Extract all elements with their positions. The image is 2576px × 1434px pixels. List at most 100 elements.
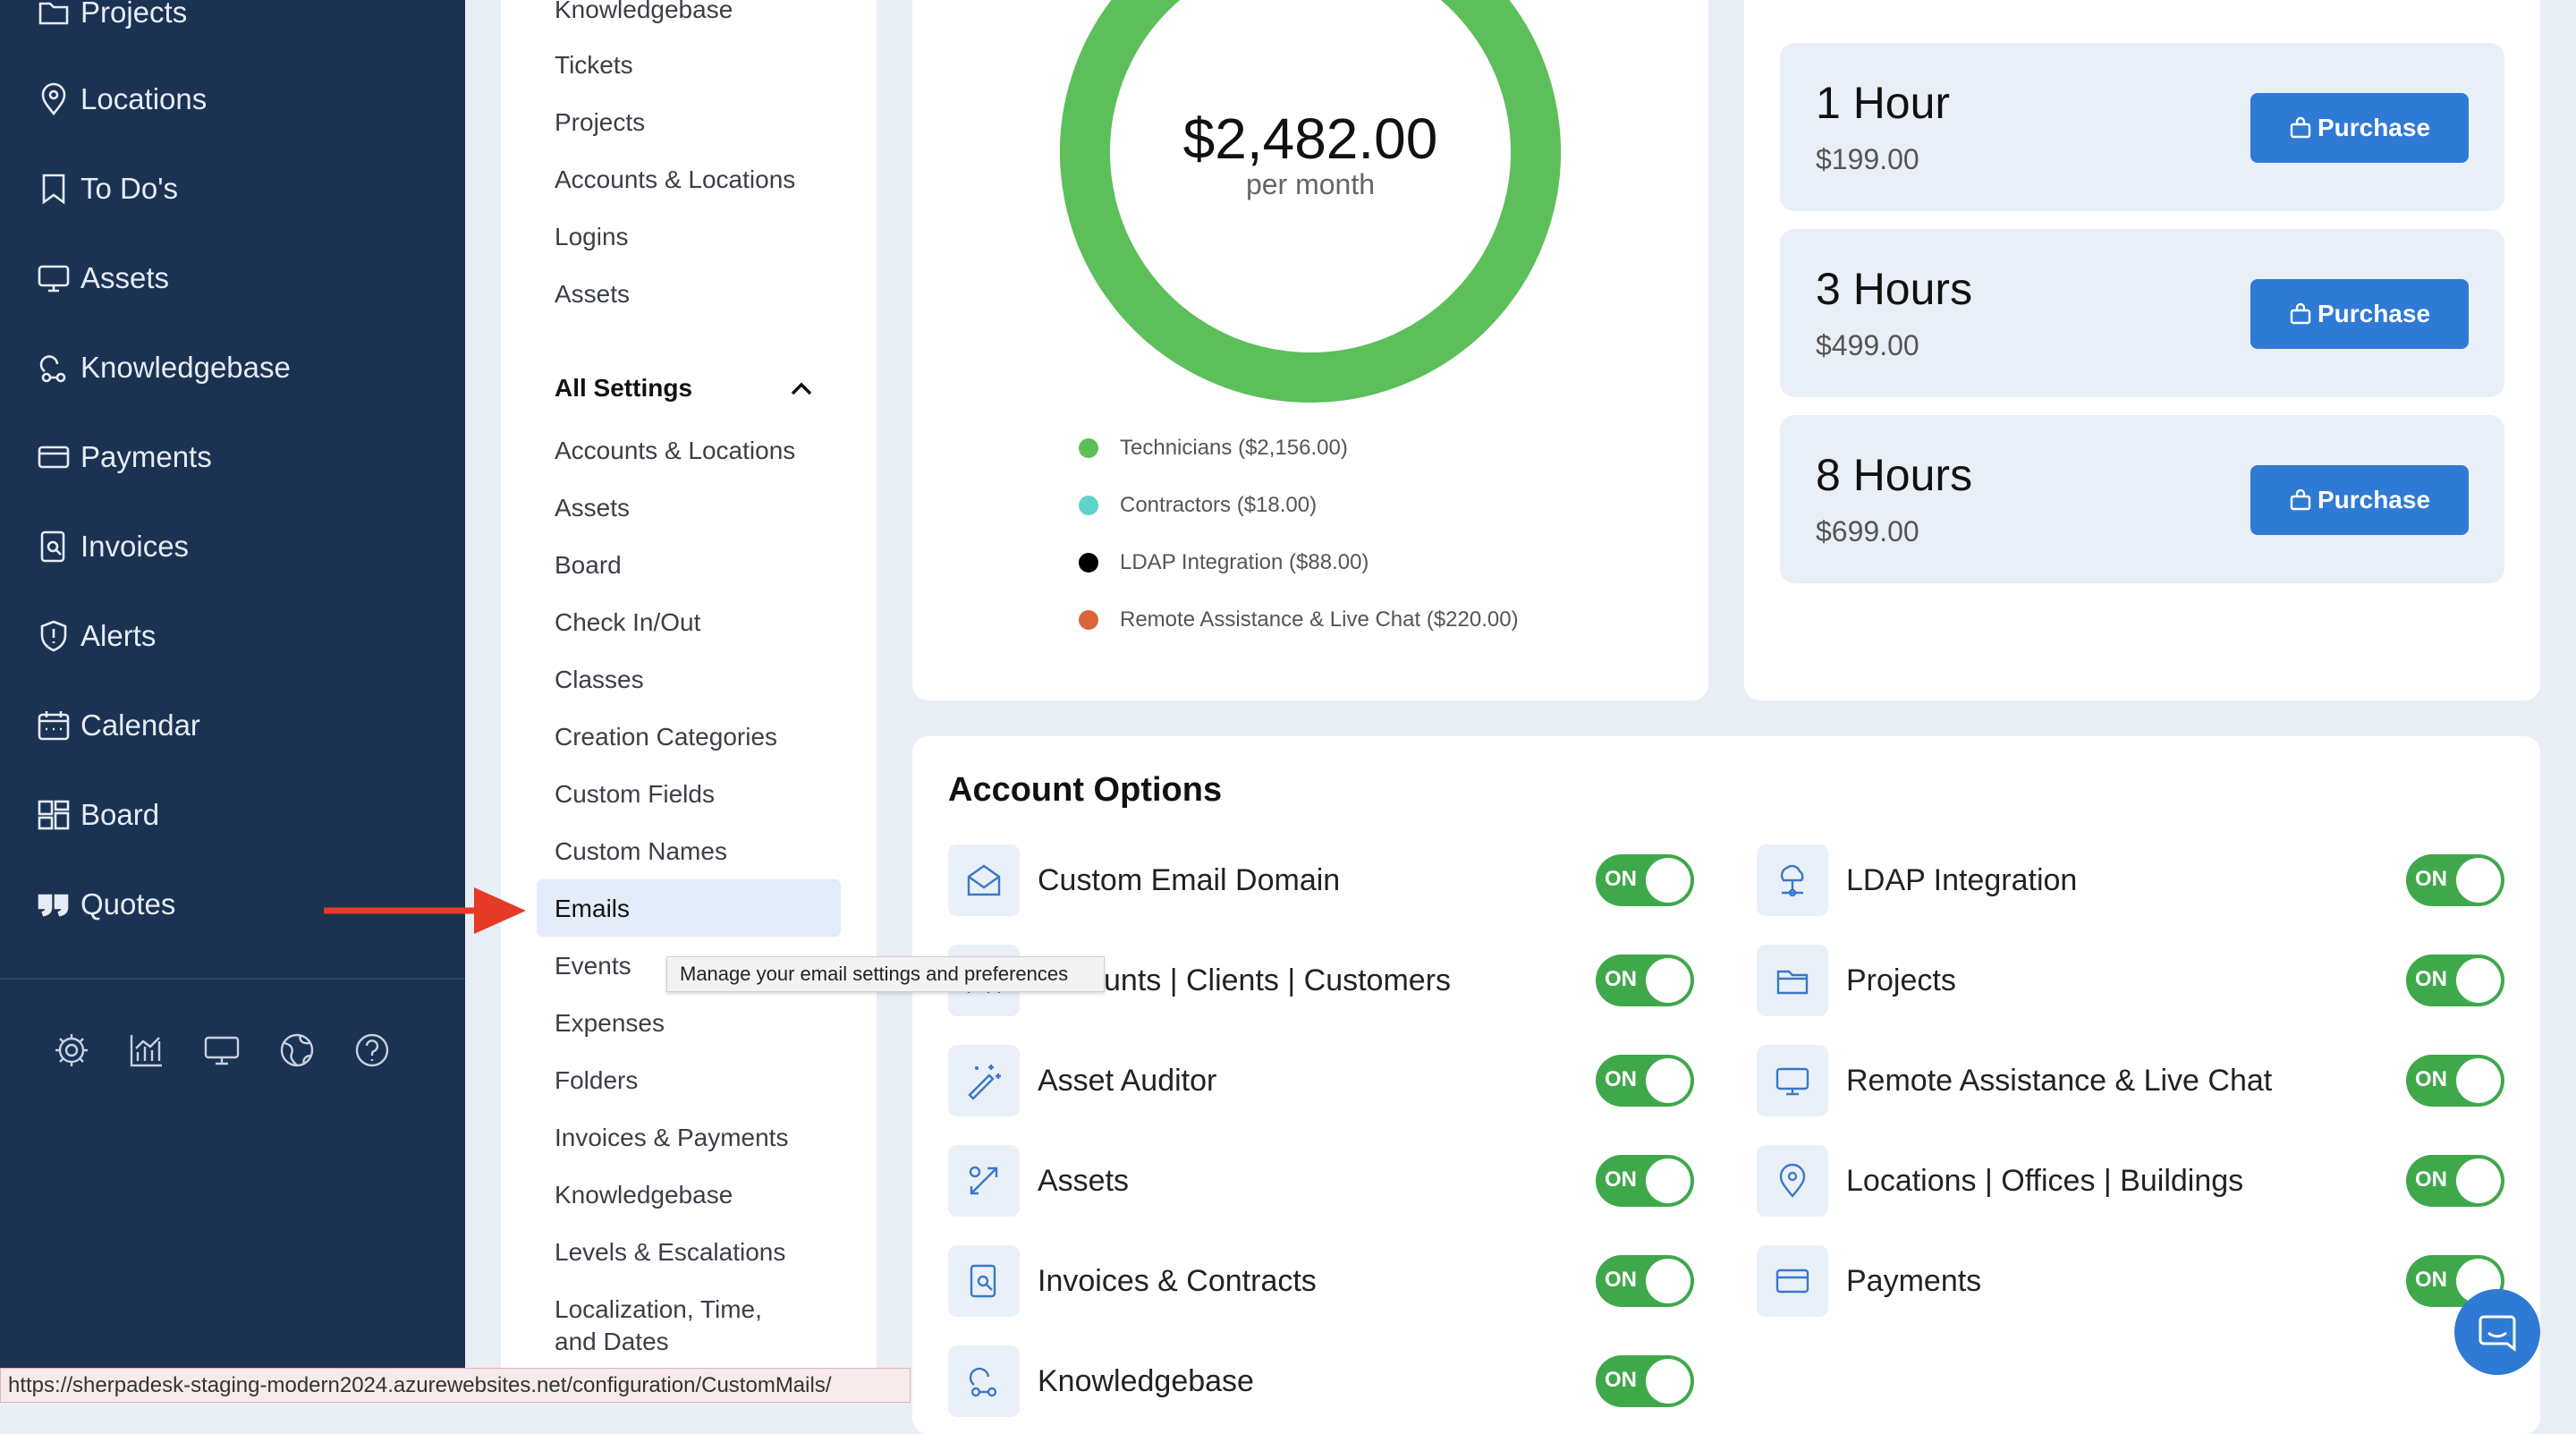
toggle-remote-assistance[interactable]: ON: [2406, 1055, 2504, 1107]
toggle-label: ON: [2415, 1067, 2447, 1091]
chat-launcher-button[interactable]: [2454, 1289, 2540, 1375]
nav-item-calendar[interactable]: Calendar: [36, 699, 200, 752]
toggle-accounts-clients-customers[interactable]: ON: [1596, 955, 1694, 1006]
settings-item-invoices-payments[interactable]: Invoices & Payments: [555, 1124, 789, 1151]
option-icon-box: [948, 1245, 1020, 1317]
settings-item-custom-fields[interactable]: Custom Fields: [555, 780, 715, 808]
nav-item-label: Quotes: [80, 887, 176, 921]
nav-item-payments[interactable]: Payments: [36, 430, 212, 484]
menu-item-tickets[interactable]: Tickets: [555, 51, 633, 79]
toggle-invoices-contracts[interactable]: ON: [1596, 1255, 1694, 1307]
menu-item-projects[interactable]: Projects: [555, 108, 646, 136]
toggle-knowledgebase[interactable]: ON: [1596, 1355, 1694, 1407]
knowledgebase-icon: [39, 355, 66, 383]
toggle-label: ON: [2415, 867, 2447, 891]
purchase-button[interactable]: Purchase: [2250, 93, 2469, 163]
toggle-label: ON: [2415, 967, 2447, 991]
settings-item-creation-categories[interactable]: Creation Categories: [555, 723, 778, 751]
toggle-knob: [2456, 1158, 2501, 1203]
hour-package-3: 3 Hours $499.00 Purchase: [1780, 229, 2504, 397]
toggle-knob: [2456, 858, 2501, 903]
chat-icon: [2479, 1315, 2516, 1352]
reports-tool[interactable]: [127, 1031, 166, 1070]
shopping-bag-icon: [2290, 302, 2311, 325]
settings-item-emails[interactable]: Emails: [555, 895, 631, 922]
remote-tool[interactable]: [202, 1031, 242, 1070]
toggle-knob: [1646, 958, 1690, 1003]
map-pin-icon: [41, 82, 66, 116]
board-icon: [38, 800, 70, 830]
menu-item-accounts-locations[interactable]: Accounts & Locations: [555, 165, 796, 193]
toggle-assets[interactable]: ON: [1596, 1155, 1694, 1207]
nav-item-label: Locations: [80, 82, 208, 115]
hour-package-title: 1 Hour: [1816, 78, 1951, 128]
nav-item-alerts[interactable]: Alerts: [36, 609, 156, 663]
nav-item-locations[interactable]: Locations: [36, 72, 207, 126]
legend-label: Remote Assistance & Live Chat ($220.00): [1120, 607, 1519, 632]
account-options-card: [912, 736, 2540, 1434]
nav-item-assets[interactable]: Assets: [36, 251, 169, 305]
toggle-ldap-integration[interactable]: ON: [2406, 854, 2504, 906]
option-icon-box: [1757, 945, 1828, 1016]
invoice-icon: [970, 1264, 996, 1298]
nav-item-quotes[interactable]: Quotes: [36, 878, 175, 931]
toggle-locations[interactable]: ON: [2406, 1155, 2504, 1207]
nav-item-knowledgebase[interactable]: Knowledgebase: [36, 341, 291, 395]
toggle-asset-auditor[interactable]: ON: [1596, 1055, 1694, 1107]
hour-package-price: $499.00: [1816, 329, 1919, 361]
settings-item-classes[interactable]: Classes: [555, 666, 644, 693]
settings-item-assets[interactable]: Assets: [555, 494, 631, 522]
menu-item-knowledgebase[interactable]: Knowledgebase: [555, 0, 733, 23]
settings-item-check-in-out[interactable]: Check In/Out: [555, 608, 701, 636]
magic-wand-icon: [968, 1065, 1001, 1100]
nav-item-invoices[interactable]: Invoices: [36, 520, 189, 573]
legend-remote: Remote Assistance & Live Chat ($220.00): [1079, 607, 1519, 632]
toggle-label: ON: [1605, 967, 1637, 991]
account-options-title: Account Options: [948, 771, 1223, 809]
settings-item-custom-names[interactable]: Custom Names: [555, 837, 727, 865]
nav-item-label: Calendar: [80, 709, 200, 742]
purchase-button[interactable]: Purchase: [2250, 465, 2469, 535]
menu-item-assets[interactable]: Assets: [555, 280, 631, 308]
nav-item-label: Invoices: [80, 530, 190, 563]
purchase-label: Purchase: [2317, 486, 2431, 513]
browser-status-url: https://sherpadesk-staging-modern2024.az…: [0, 1368, 911, 1403]
toggle-knob: [2456, 958, 2501, 1003]
toggle-knob: [1646, 1259, 1690, 1303]
nav-item-projects[interactable]: Projects: [36, 0, 187, 39]
help-tool[interactable]: [352, 1031, 392, 1070]
chart-icon: [130, 1035, 162, 1067]
bookmark-icon: [42, 174, 65, 205]
option-icon-box: [948, 844, 1020, 916]
settings-item-knowledgebase[interactable]: Knowledgebase: [555, 1181, 733, 1209]
nav-item-board[interactable]: Board: [36, 788, 159, 842]
globe-tool[interactable]: [277, 1031, 317, 1070]
settings-item-accounts-locations[interactable]: Accounts & Locations: [555, 437, 796, 464]
toggle-knob: [1646, 1058, 1690, 1103]
option-asset-auditor: Asset Auditor: [1038, 1064, 1217, 1098]
option-icon-box: [1757, 1045, 1828, 1116]
option-payments: Payments: [1846, 1264, 1982, 1298]
settings-item-folders[interactable]: Folders: [555, 1066, 639, 1094]
settings-item-localization-cont[interactable]: and Dates: [555, 1328, 669, 1355]
menu-item-logins[interactable]: Logins: [555, 223, 629, 250]
chevron-up-icon[interactable]: [789, 379, 814, 397]
all-settings-header[interactable]: All Settings: [555, 374, 693, 402]
settings-tool[interactable]: [52, 1031, 91, 1070]
settings-item-expenses[interactable]: Expenses: [555, 1009, 665, 1037]
purchase-button[interactable]: Purchase: [2250, 279, 2469, 349]
nav-item-todos[interactable]: To Do's: [36, 162, 178, 216]
nav-item-label: Alerts: [80, 619, 157, 652]
settings-item-board[interactable]: Board: [555, 551, 622, 579]
settings-item-levels-escalations[interactable]: Levels & Escalations: [555, 1238, 786, 1266]
toggle-custom-email-domain[interactable]: ON: [1596, 854, 1694, 906]
network-icon: [1780, 864, 1804, 897]
settings-item-localization[interactable]: Localization, Time,: [555, 1295, 762, 1323]
option-ldap-integration: LDAP Integration: [1846, 863, 2078, 897]
percent-tag-icon: [969, 1166, 998, 1195]
toggle-projects[interactable]: ON: [2406, 955, 2504, 1006]
settings-item-events[interactable]: Events: [555, 952, 631, 980]
billing-period: per month: [1245, 168, 1376, 200]
purchase-label: Purchase: [2317, 300, 2431, 327]
legend-dot-contractors: [1079, 496, 1098, 515]
